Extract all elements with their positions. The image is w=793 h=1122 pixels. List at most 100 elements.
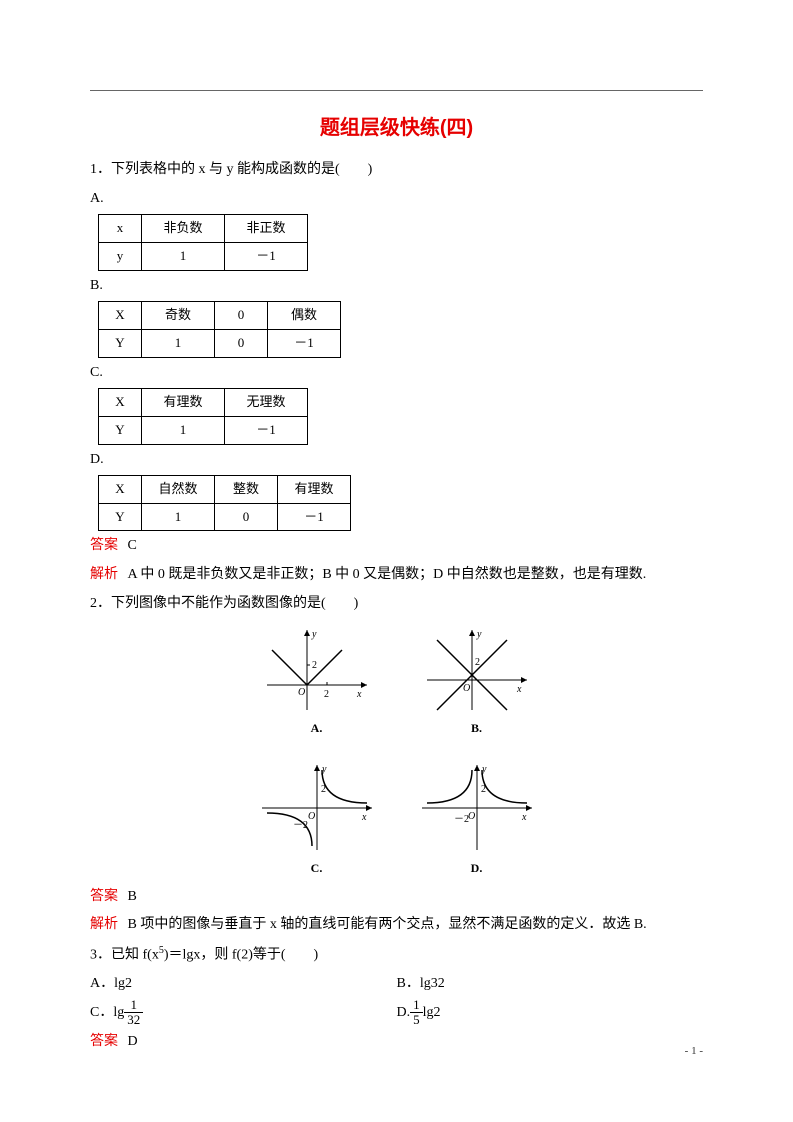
q2-graphs: 2 2 x y O A. 2 x y O B. — [217, 625, 577, 880]
cell: X — [99, 389, 142, 417]
q1-table-D: X 自然数 整数 有理数 Y 1 0 －1 — [98, 475, 351, 531]
q1-analysis: 解析 A 中 0 既是非负数又是非正数；B 中 0 又是偶数；D 中自然数也是整… — [90, 562, 703, 589]
answer-value: D — [128, 1034, 138, 1049]
cell: 0 — [215, 302, 268, 330]
frac-num: 1 — [124, 998, 143, 1013]
optD-post: lg2 — [423, 1005, 441, 1020]
cell: 0 — [215, 329, 268, 357]
y-label: y — [476, 629, 482, 640]
page-title: 题组层级快练(四) — [90, 109, 703, 147]
tick-2: 2 — [321, 784, 326, 795]
cell: X — [99, 476, 142, 504]
cell: 非负数 — [142, 215, 225, 243]
cell: 0 — [215, 503, 278, 531]
y-label: y — [481, 764, 487, 775]
graph-B: 2 x y O B. — [417, 625, 537, 740]
x-label: x — [361, 812, 367, 823]
graph-B-label: B. — [417, 717, 537, 740]
q2-analysis: 解析 B 项中的图像与垂直于 x 轴的直线可能有两个交点，显然不满足函数的定义．… — [90, 912, 703, 939]
fraction-icon: 15 — [410, 998, 423, 1028]
tick-2: 2 — [481, 784, 486, 795]
q1-D-label: D. — [90, 447, 703, 474]
cell: X — [99, 302, 142, 330]
frac-den: 32 — [124, 1013, 143, 1027]
q1-table-C: X 有理数 无理数 Y 1 －1 — [98, 388, 308, 444]
x-label: x — [356, 689, 362, 700]
cell: 偶数 — [268, 302, 341, 330]
cell: 有理数 — [142, 389, 225, 417]
q1-table-B: X 奇数 0 偶数 Y 1 0 －1 — [98, 301, 341, 357]
q3-stem: 3．已知 f(x5)＝lgx，则 f(2)等于( ) — [90, 941, 703, 969]
page-number: - 1 - — [685, 1041, 703, 1062]
q3-stem-b: )＝lgx，则 f(2)等于( ) — [164, 948, 318, 963]
neg-tick: －2 — [454, 814, 469, 825]
neg-tick: －2 — [293, 820, 308, 831]
tick-2x: 2 — [324, 689, 329, 700]
cell: 自然数 — [142, 476, 215, 504]
q3-opts-row2: C．lg132 D.15lg2 — [90, 998, 703, 1028]
q3-opts-row1: A．lg2 B．lg32 — [90, 971, 703, 998]
q1-C-label: C. — [90, 360, 703, 387]
cell: 非正数 — [225, 215, 308, 243]
q1-B-label: B. — [90, 273, 703, 300]
cell: y — [99, 242, 142, 270]
origin: O — [463, 683, 470, 694]
q1-answer: 答案 C — [90, 533, 703, 560]
q3-optB: B．lg32 — [397, 971, 704, 998]
cell: 奇数 — [142, 302, 215, 330]
y-label: y — [321, 764, 327, 775]
y-label: y — [311, 629, 317, 640]
cell: x — [99, 215, 142, 243]
graph-D-label: D. — [417, 857, 537, 880]
x-label: x — [521, 812, 527, 823]
q3-answer: 答案 D — [90, 1029, 703, 1056]
analysis-label: 解析 — [90, 917, 118, 932]
tick-2: 2 — [475, 657, 480, 668]
optD-pre: D. — [397, 1005, 411, 1020]
cell: 无理数 — [225, 389, 308, 417]
cell: 1 — [142, 416, 225, 444]
q1-stem: 1．下列表格中的 x 与 y 能构成函数的是( ) — [90, 157, 703, 184]
analysis-text: B 项中的图像与垂直于 x 轴的直线可能有两个交点，显然不满足函数的定义．故选 … — [128, 917, 647, 932]
graph-A: 2 2 x y O A. — [257, 625, 377, 740]
origin: O — [468, 811, 475, 822]
q1-A-label: A. — [90, 186, 703, 213]
q3-optC: C．lg132 — [90, 998, 397, 1028]
origin: O — [308, 811, 315, 822]
q2-stem: 2．下列图像中不能作为函数图像的是( ) — [90, 591, 703, 618]
q1-table-A: x 非负数 非正数 y 1 －1 — [98, 214, 308, 270]
cell: 1 — [142, 242, 225, 270]
cell: 1 — [142, 503, 215, 531]
answer-label: 答案 — [90, 1034, 118, 1049]
cell: －1 — [225, 242, 308, 270]
graph-A-label: A. — [257, 717, 377, 740]
analysis-text: A 中 0 既是非负数又是非正数；B 中 0 又是偶数；D 中自然数也是整数，也… — [128, 567, 647, 582]
x-label: x — [516, 684, 522, 695]
graph-D: 2 －2 x y O D. — [417, 760, 537, 880]
answer-value: C — [128, 538, 137, 553]
cell: 1 — [142, 329, 215, 357]
q3-stem-a: 3．已知 f(x — [90, 948, 159, 963]
q3-optD: D.15lg2 — [397, 998, 704, 1028]
cell: Y — [99, 329, 142, 357]
cell: 有理数 — [278, 476, 351, 504]
analysis-label: 解析 — [90, 567, 118, 582]
cell: －1 — [278, 503, 351, 531]
cell: 整数 — [215, 476, 278, 504]
answer-label: 答案 — [90, 889, 118, 904]
frac-den: 5 — [410, 1013, 423, 1027]
tick-2: 2 — [312, 660, 317, 671]
q2-answer: 答案 B — [90, 884, 703, 911]
answer-label: 答案 — [90, 538, 118, 553]
frac-num: 1 — [410, 998, 423, 1013]
top-rule — [90, 90, 703, 91]
answer-value: B — [128, 889, 137, 904]
cell: －1 — [268, 329, 341, 357]
graph-C: 2 －2 x y O C. — [257, 760, 377, 880]
fraction-icon: 132 — [124, 998, 143, 1028]
cell: －1 — [225, 416, 308, 444]
cell: Y — [99, 503, 142, 531]
origin: O — [298, 687, 305, 698]
optC-pre: C．lg — [90, 1005, 124, 1020]
q3-optA: A．lg2 — [90, 971, 397, 998]
